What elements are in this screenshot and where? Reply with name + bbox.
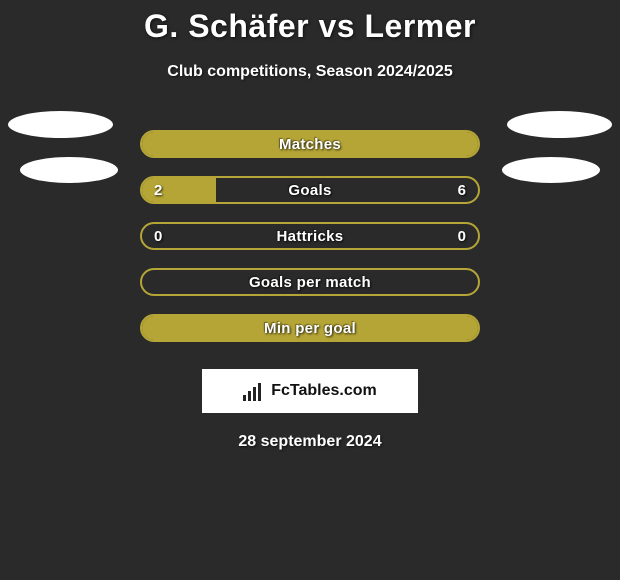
stat-value-left: 2	[154, 182, 162, 199]
stat-label: Goals per match	[249, 274, 371, 291]
subtitle: Club competitions, Season 2024/2025	[0, 63, 620, 81]
stat-pill: Goals per match	[140, 268, 480, 296]
stat-row-goals-per-match: Goals per match	[0, 259, 620, 305]
stats-rows: Matches 2 Goals 6 0 Hattricks 0 Goals pe…	[0, 121, 620, 351]
brand-text: FcTables.com	[271, 382, 377, 400]
stat-label: Matches	[279, 136, 341, 153]
page-title: G. Schäfer vs Lermer	[0, 0, 620, 45]
stat-label: Goals	[288, 182, 331, 199]
stat-value-left: 0	[154, 228, 162, 245]
stat-row-matches: Matches	[0, 121, 620, 167]
stat-value-right: 6	[458, 182, 466, 199]
stat-pill: 2 Goals 6	[140, 176, 480, 204]
date-text: 28 september 2024	[0, 433, 620, 451]
stat-row-min-per-goal: Min per goal	[0, 305, 620, 351]
stat-label: Hattricks	[277, 228, 344, 245]
stat-pill: Matches	[140, 130, 480, 158]
stat-label: Min per goal	[264, 320, 356, 337]
stat-row-hattricks: 0 Hattricks 0	[0, 213, 620, 259]
stat-value-right: 0	[458, 228, 466, 245]
stat-pill: 0 Hattricks 0	[140, 222, 480, 250]
stat-pill: Min per goal	[140, 314, 480, 342]
brand-logo-icon	[243, 381, 265, 401]
stat-row-goals: 2 Goals 6	[0, 167, 620, 213]
brand-link[interactable]: FcTables.com	[202, 369, 418, 413]
